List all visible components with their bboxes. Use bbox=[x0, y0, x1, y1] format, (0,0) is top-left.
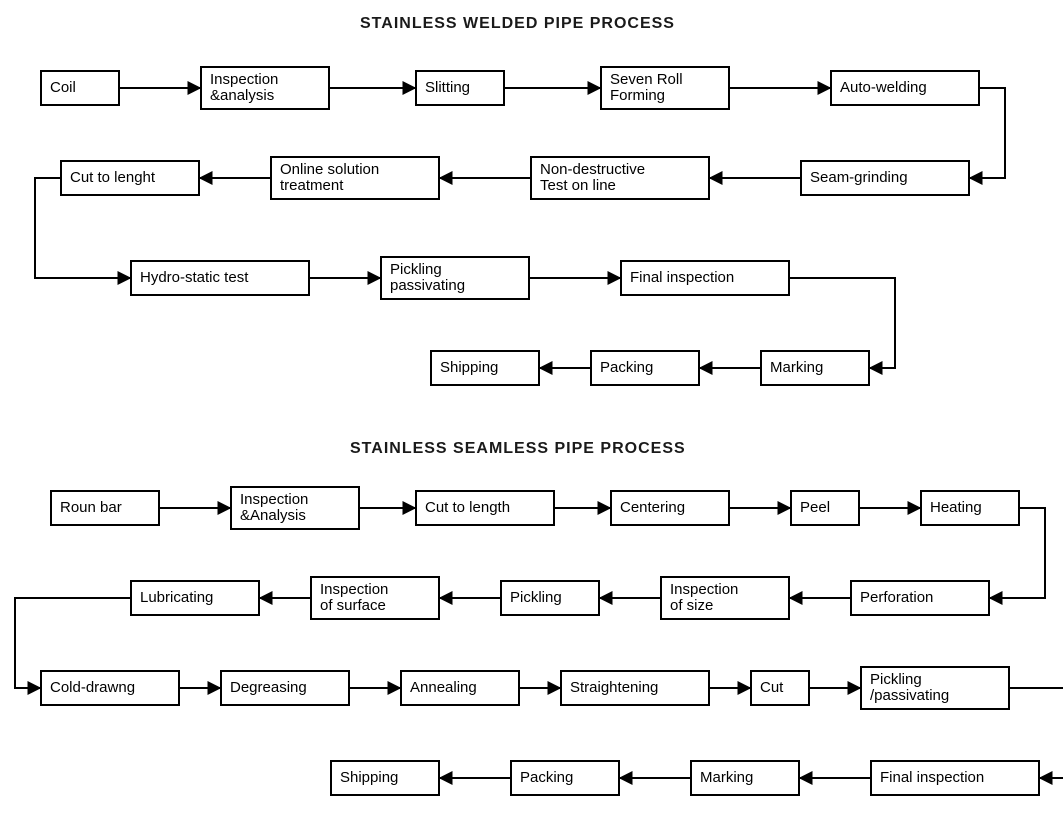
node-w-coil: Coil bbox=[40, 70, 120, 106]
node-w-packing: Packing bbox=[590, 350, 700, 386]
node-s-pickling: Pickling bbox=[500, 580, 600, 616]
node-w-hydro: Hydro-static test bbox=[130, 260, 310, 296]
node-s-packing: Packing bbox=[510, 760, 620, 796]
node-s-perforation: Perforation bbox=[850, 580, 990, 616]
node-s-shipping: Shipping bbox=[330, 760, 440, 796]
title-seamless: STAINLESS SEAMLESS PIPE PROCESS bbox=[350, 440, 686, 458]
node-w-online: Online solution treatment bbox=[270, 156, 440, 200]
node-w-ndt: Non-destructive Test on line bbox=[530, 156, 710, 200]
node-s-finalinsp: Final inspection bbox=[870, 760, 1040, 796]
node-w-sevenroll: Seven Roll Forming bbox=[600, 66, 730, 110]
node-w-finalinsp: Final inspection bbox=[620, 260, 790, 296]
node-s-peel: Peel bbox=[790, 490, 860, 526]
node-s-heating: Heating bbox=[920, 490, 1020, 526]
node-w-pickpass: Pickling passivating bbox=[380, 256, 530, 300]
node-s-marking: Marking bbox=[690, 760, 800, 796]
node-s-rounbar: Roun bar bbox=[50, 490, 160, 526]
node-s-lubricating: Lubricating bbox=[130, 580, 260, 616]
node-s-centering: Centering bbox=[610, 490, 730, 526]
node-s-inspection: Inspection &Analysis bbox=[230, 486, 360, 530]
node-s-inspsize: Inspection of size bbox=[660, 576, 790, 620]
title-welded: STAINLESS WELDED PIPE PROCESS bbox=[360, 15, 675, 33]
node-s-colddraw: Cold-drawng bbox=[40, 670, 180, 706]
node-w-inspection: Inspection &analysis bbox=[200, 66, 330, 110]
node-s-cut: Cut bbox=[750, 670, 810, 706]
node-w-marking: Marking bbox=[760, 350, 870, 386]
node-s-annealing: Annealing bbox=[400, 670, 520, 706]
node-w-shipping: Shipping bbox=[430, 350, 540, 386]
node-w-slitting: Slitting bbox=[415, 70, 505, 106]
node-s-degreasing: Degreasing bbox=[220, 670, 350, 706]
node-s-pickpass: Pickling /passivating bbox=[860, 666, 1010, 710]
node-w-seam: Seam-grinding bbox=[800, 160, 970, 196]
node-s-cutlen: Cut to length bbox=[415, 490, 555, 526]
node-s-straighten: Straightening bbox=[560, 670, 710, 706]
node-w-cutlen: Cut to lenght bbox=[60, 160, 200, 196]
node-s-inspsurf: Inspection of surface bbox=[310, 576, 440, 620]
node-w-autoweld: Auto-welding bbox=[830, 70, 980, 106]
